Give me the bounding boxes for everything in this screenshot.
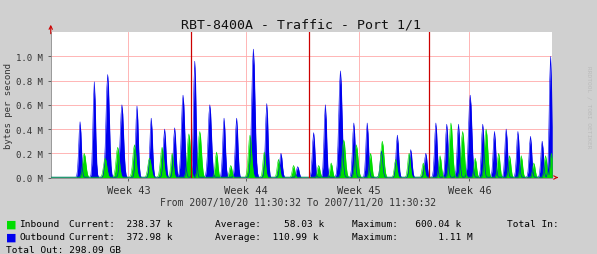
- Text: RRDTOOL / TOBI OETIKER: RRDTOOL / TOBI OETIKER: [587, 66, 592, 148]
- Text: ■: ■: [6, 219, 17, 229]
- Title: RBT-8400A - Traffic - Port 1/1: RBT-8400A - Traffic - Port 1/1: [181, 19, 421, 32]
- Text: Maximum:   600.04 k: Maximum: 600.04 k: [352, 219, 461, 229]
- Text: Average:    58.03 k: Average: 58.03 k: [215, 219, 324, 229]
- Text: Inbound: Inbound: [19, 219, 59, 229]
- Y-axis label: bytes per second: bytes per second: [4, 62, 14, 148]
- Text: Average:  110.99 k: Average: 110.99 k: [215, 232, 318, 241]
- Text: Current:  238.37 k: Current: 238.37 k: [69, 219, 172, 229]
- Text: Current:  372.98 k: Current: 372.98 k: [69, 232, 172, 241]
- Text: Total In:: Total In:: [507, 219, 559, 229]
- Text: Maximum:       1.11 M: Maximum: 1.11 M: [352, 232, 473, 241]
- Text: ■: ■: [6, 232, 17, 242]
- Text: Total Out: 298.09 GB: Total Out: 298.09 GB: [6, 245, 121, 254]
- Text: From 2007/10/20 11:30:32 To 2007/11/20 11:30:32: From 2007/10/20 11:30:32 To 2007/11/20 1…: [161, 197, 436, 207]
- Text: Outbound: Outbound: [19, 232, 65, 241]
